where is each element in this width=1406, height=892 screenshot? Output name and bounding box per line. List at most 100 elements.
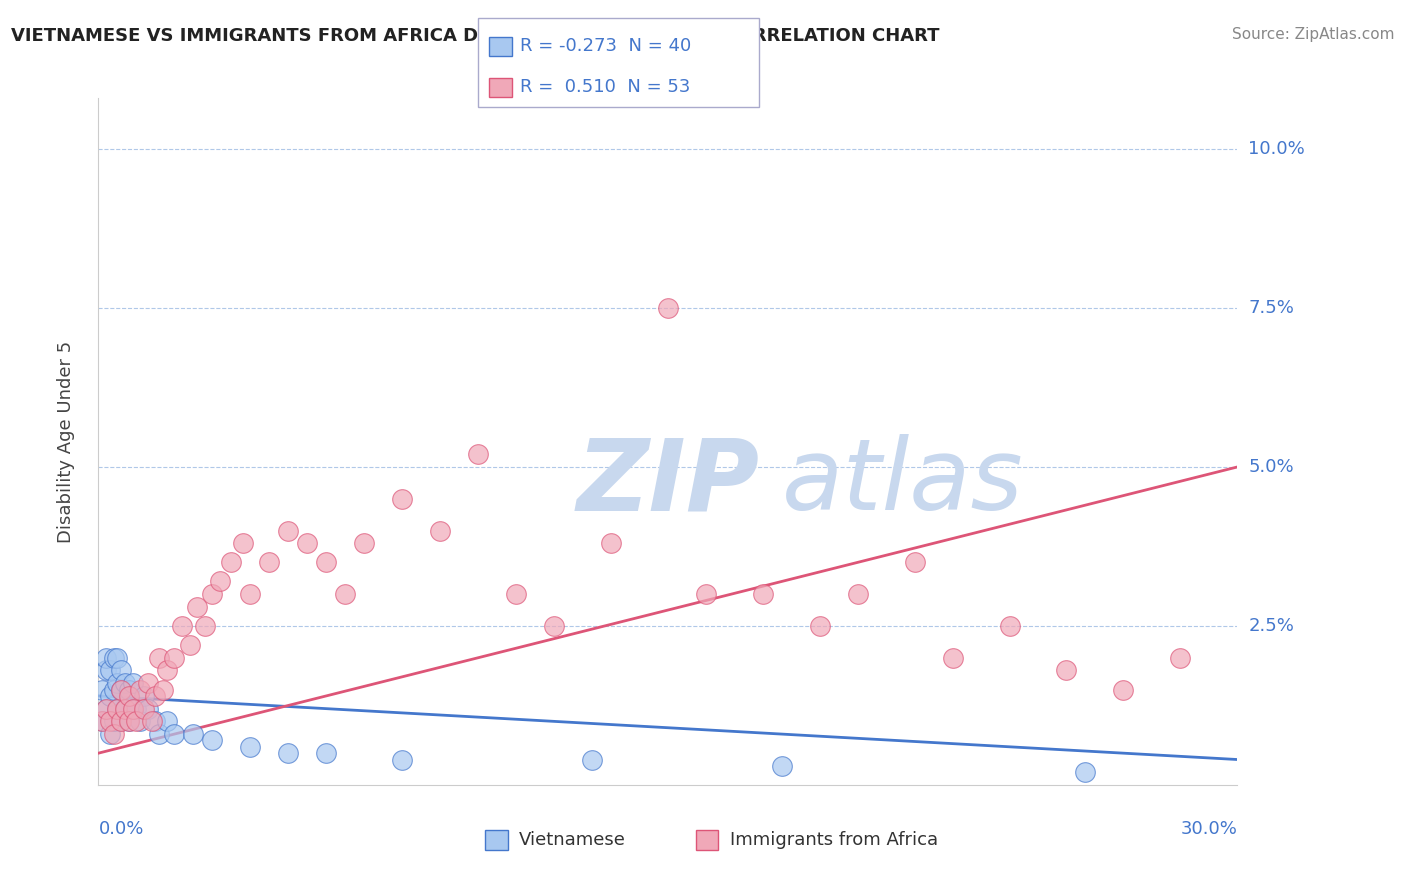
Point (110, 714, 132, 729)
Text: Source: ZipAtlas.com: Source: ZipAtlas.com (1232, 27, 1395, 42)
Point (114, 701, 136, 715)
Point (221, 555, 243, 569)
Point (998, 619, 1021, 633)
Point (353, 536, 375, 550)
Point (114, 701, 136, 715)
Point (118, 689, 141, 703)
Point (232, 536, 254, 550)
Point (110, 664, 132, 678)
Point (98, 689, 121, 703)
Point (152, 682, 174, 697)
Text: 7.5%: 7.5% (1249, 299, 1295, 317)
Point (125, 701, 148, 715)
Point (297, 536, 319, 550)
Point (103, 727, 125, 741)
Point (186, 599, 208, 614)
Point (114, 676, 136, 690)
Text: R =  0.510  N = 53: R = 0.510 N = 53 (520, 78, 690, 96)
Point (136, 676, 159, 690)
Point (121, 701, 143, 715)
Point (163, 650, 186, 665)
Text: VIETNAMESE VS IMMIGRANTS FROM AFRICA DISABILITY AGE UNDER 5 CORRELATION CHART: VIETNAMESE VS IMMIGRANTS FROM AFRICA DIS… (11, 27, 939, 45)
Point (170, 619, 193, 633)
Point (1112, 682, 1135, 697)
Point (391, 752, 413, 766)
Text: Vietnamese: Vietnamese (519, 831, 626, 849)
Point (136, 701, 159, 715)
Point (505, 587, 527, 601)
Point (208, 574, 231, 589)
Point (132, 701, 155, 715)
Point (94, 664, 117, 678)
Point (201, 587, 224, 601)
Point (107, 701, 129, 715)
Point (107, 650, 129, 665)
Point (335, 587, 357, 601)
Point (148, 650, 170, 665)
Point (942, 650, 965, 665)
Point (110, 682, 132, 697)
Point (277, 524, 299, 538)
Point (129, 714, 152, 729)
Point (183, 727, 205, 741)
Point (118, 714, 141, 729)
Text: Immigrants from Africa: Immigrants from Africa (730, 831, 938, 849)
Point (91, 682, 114, 697)
Text: atlas: atlas (782, 434, 1024, 532)
Point (600, 536, 623, 550)
Point (145, 714, 167, 729)
Point (752, 587, 775, 601)
Text: 2.5%: 2.5% (1249, 617, 1295, 635)
Point (107, 701, 129, 715)
Point (179, 638, 201, 652)
Point (125, 714, 148, 729)
Point (1074, 765, 1097, 780)
Text: 10.0%: 10.0% (1249, 140, 1305, 158)
Point (110, 682, 132, 697)
Text: 5.0%: 5.0% (1249, 458, 1294, 476)
Point (239, 587, 262, 601)
Text: R = -0.273  N = 40: R = -0.273 N = 40 (520, 37, 692, 55)
Point (429, 524, 451, 538)
Point (103, 650, 125, 665)
Point (91, 714, 114, 729)
Point (148, 727, 170, 741)
Point (846, 587, 869, 601)
Point (695, 587, 717, 601)
Text: 0.0%: 0.0% (98, 820, 143, 838)
Point (194, 619, 217, 633)
Point (770, 759, 793, 773)
Point (467, 447, 489, 461)
Point (121, 676, 143, 690)
Point (91, 714, 114, 729)
Point (129, 682, 152, 697)
Point (315, 555, 337, 569)
Point (259, 555, 281, 569)
Point (118, 682, 141, 697)
Point (98, 664, 121, 678)
Point (808, 619, 831, 633)
Point (904, 555, 927, 569)
Point (315, 746, 337, 760)
Point (277, 746, 299, 760)
Point (657, 301, 679, 315)
Point (145, 689, 167, 703)
Point (94, 701, 117, 715)
Point (543, 619, 565, 633)
Point (156, 714, 179, 729)
Point (1170, 650, 1192, 665)
Point (391, 491, 413, 506)
Point (107, 676, 129, 690)
Point (239, 739, 262, 754)
Y-axis label: Disability Age Under 5: Disability Age Under 5 (56, 341, 75, 542)
Point (98, 714, 121, 729)
Point (121, 701, 143, 715)
Text: 30.0%: 30.0% (1181, 820, 1237, 838)
Point (94, 701, 117, 715)
Point (132, 689, 155, 703)
Point (118, 714, 141, 729)
Point (103, 714, 125, 729)
Point (1056, 664, 1078, 678)
Point (98, 727, 121, 741)
Point (141, 714, 163, 729)
